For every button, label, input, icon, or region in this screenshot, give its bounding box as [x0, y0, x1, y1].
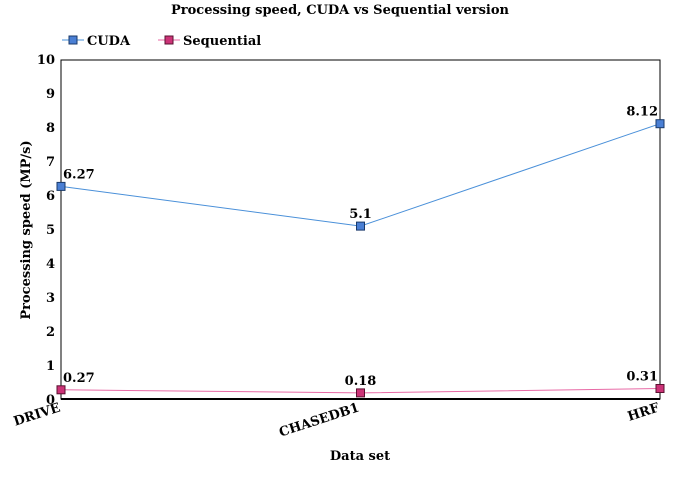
- x-axis: DRIVE CHASEDB1 HRF: [12, 400, 662, 440]
- data-label-sequential: 0.27: [63, 371, 95, 386]
- y-tick-label: 7: [46, 155, 55, 170]
- data-point-cuda: [56, 181, 66, 191]
- series-cuda: 6.27 5.1 8.12: [56, 105, 665, 231]
- y-tick-label: 6: [46, 189, 55, 204]
- x-category-label: DRIVE: [12, 401, 63, 430]
- y-tick-label: 9: [46, 87, 55, 102]
- data-label-cuda: 8.12: [626, 105, 658, 120]
- series-sequential: 0.27 0.18 0.31: [56, 370, 665, 398]
- y-tick-label: 1: [46, 359, 55, 374]
- x-category-label: HRF: [626, 400, 662, 424]
- y-tick-label: 5: [46, 223, 55, 238]
- y-tick-label: 2: [46, 325, 55, 340]
- data-label-cuda: 5.1: [349, 207, 372, 222]
- y-tick-label: 0: [46, 393, 55, 408]
- legend-label-sequential: Sequential: [183, 34, 261, 49]
- y-axis-title: Processing speed (MP/s): [19, 140, 34, 319]
- series-layer: 6.27 5.1 8.12 0.27 0.18 0.31: [56, 105, 665, 398]
- data-point-sequential: [356, 388, 365, 398]
- legend-marker-cuda: [68, 35, 78, 45]
- legend-item-sequential: Sequential: [158, 34, 261, 49]
- legend-marker-sequential: [164, 35, 174, 45]
- y-tick-label: 3: [46, 291, 55, 306]
- y-tick-label: 4: [46, 257, 55, 272]
- data-point-cuda: [356, 221, 365, 231]
- chart-title: Processing speed, CUDA vs Sequential ver…: [171, 3, 510, 18]
- data-label-sequential: 0.31: [626, 370, 658, 385]
- legend-item-cuda: CUDA: [62, 34, 131, 49]
- y-tick-label: 8: [46, 121, 55, 136]
- data-label-sequential: 0.18: [345, 374, 377, 389]
- y-tick-label: 10: [37, 53, 55, 68]
- x-axis-title: Data set: [330, 449, 390, 464]
- legend-label-cuda: CUDA: [87, 34, 131, 49]
- legend: CUDA Sequential: [62, 34, 261, 49]
- data-label-cuda: 6.27: [63, 167, 95, 182]
- x-category-label: CHASEDB1: [277, 401, 361, 441]
- data-point-sequential: [655, 384, 665, 393]
- data-point-sequential: [56, 385, 66, 395]
- data-point-cuda: [655, 119, 665, 129]
- y-axis: 0 1 2 3 4 5 6 7 8 9 10: [37, 53, 55, 408]
